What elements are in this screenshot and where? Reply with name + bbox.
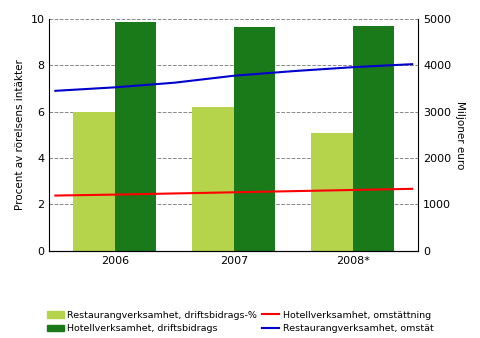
Y-axis label: Procent av rörelsens intäkter: Procent av rörelsens intäkter: [15, 59, 25, 210]
Y-axis label: Miljoner euro: Miljoner euro: [455, 101, 465, 169]
Bar: [192, 107, 234, 251]
Bar: [73, 112, 115, 251]
Bar: [234, 27, 276, 251]
Legend: Restaurangverksamhet, driftsbidrags-%, Hotellverksamhet, driftsbidrags, Hotellve: Restaurangverksamhet, driftsbidrags-%, H…: [47, 311, 433, 333]
Bar: [311, 132, 353, 251]
Bar: [353, 26, 395, 251]
Bar: [115, 22, 156, 251]
